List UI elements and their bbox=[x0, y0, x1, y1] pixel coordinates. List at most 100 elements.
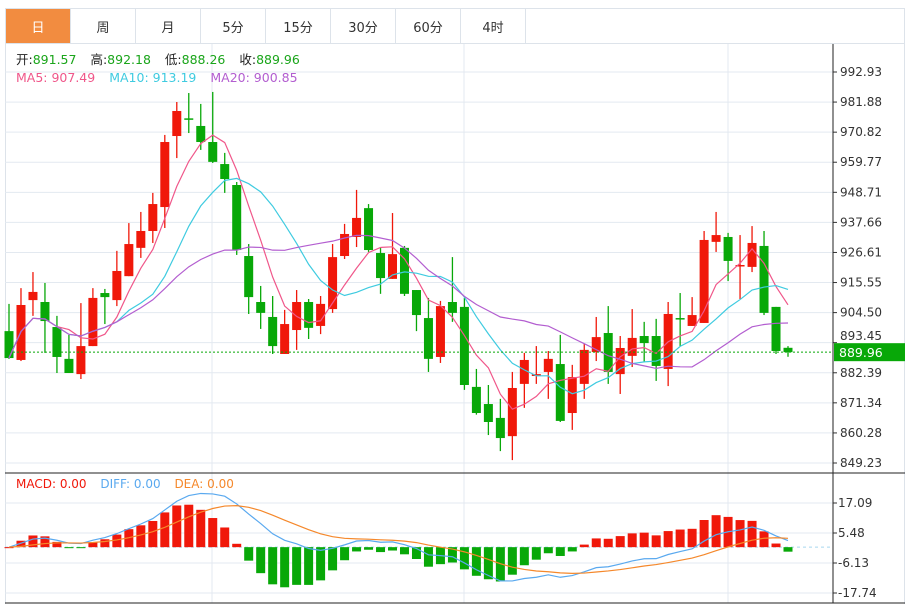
close-value: 889.96 bbox=[256, 52, 300, 67]
candle bbox=[495, 398, 505, 452]
candle bbox=[316, 296, 326, 335]
macd-bar bbox=[244, 547, 254, 561]
ma5-value: MA5: 907.49 bbox=[16, 70, 96, 85]
macd-bar bbox=[543, 547, 553, 554]
tab-week[interactable]: 周 bbox=[71, 9, 136, 43]
candle-body bbox=[471, 386, 481, 414]
candle-body bbox=[675, 318, 685, 320]
macd-tick-label: -6.13 bbox=[838, 556, 869, 570]
macd-bar bbox=[136, 525, 146, 548]
macd-bar bbox=[76, 547, 86, 549]
candle bbox=[627, 309, 637, 368]
macd-bar bbox=[483, 547, 493, 580]
candle-body bbox=[519, 359, 529, 384]
candle-body bbox=[483, 404, 493, 422]
macd-bar bbox=[783, 547, 793, 552]
macd-tick-label: 5.48 bbox=[838, 526, 865, 540]
current-price-badge bbox=[834, 343, 905, 362]
tab-15min[interactable]: 15分 bbox=[266, 9, 331, 43]
candle-body bbox=[100, 293, 110, 298]
price-tick-label: 959.77 bbox=[840, 155, 882, 169]
candle bbox=[208, 91, 218, 163]
candle bbox=[40, 282, 50, 353]
price-tick-label: 970.82 bbox=[840, 125, 882, 139]
candle bbox=[124, 223, 134, 277]
macd-bar bbox=[52, 541, 62, 548]
candle bbox=[687, 297, 697, 326]
macd-bar bbox=[64, 547, 74, 549]
candle bbox=[28, 272, 38, 316]
candle bbox=[376, 247, 386, 294]
price-tick-label: 948.71 bbox=[840, 185, 882, 199]
candle bbox=[531, 346, 541, 384]
candle-body bbox=[268, 316, 278, 347]
candle-body bbox=[316, 303, 326, 326]
candle-body bbox=[579, 349, 589, 384]
macd-bar bbox=[220, 527, 230, 548]
candle-body bbox=[112, 270, 122, 301]
macd-bar bbox=[148, 520, 158, 548]
macd-bar bbox=[699, 520, 709, 548]
candle bbox=[483, 384, 493, 436]
price-tick-label: 882.39 bbox=[840, 366, 882, 380]
candle bbox=[112, 250, 122, 307]
macd-bar bbox=[687, 528, 697, 548]
candle bbox=[160, 134, 170, 228]
candle bbox=[76, 303, 86, 380]
tab-month[interactable]: 月 bbox=[136, 9, 201, 43]
macd-bar bbox=[627, 533, 637, 548]
macd-bar bbox=[280, 547, 290, 588]
candle bbox=[196, 103, 206, 150]
price-tick-label: 981.88 bbox=[840, 95, 882, 109]
candle bbox=[148, 192, 158, 243]
tab-5min[interactable]: 5分 bbox=[201, 9, 266, 43]
candle bbox=[723, 232, 733, 282]
candle bbox=[423, 297, 433, 372]
macd-bar bbox=[352, 547, 362, 552]
macd-bar bbox=[388, 547, 398, 551]
macd-bar bbox=[531, 547, 541, 560]
candle bbox=[268, 296, 278, 354]
ohlc-readout: 开:891.57 高:892.18 低:888.26 收:889.96 bbox=[16, 52, 310, 67]
macd-bar bbox=[567, 547, 577, 552]
candle-body bbox=[76, 346, 86, 375]
candle bbox=[675, 293, 685, 347]
candle-body bbox=[423, 318, 433, 359]
price-tick-label: 871.34 bbox=[840, 396, 882, 410]
dea-value: DEA: 0.00 bbox=[174, 477, 234, 491]
macd-bar bbox=[208, 518, 218, 548]
macd-bar bbox=[771, 543, 781, 548]
candle bbox=[639, 321, 649, 363]
tab-day[interactable]: 日 bbox=[6, 9, 71, 43]
candle-body bbox=[447, 302, 457, 313]
candle-body bbox=[52, 327, 62, 357]
candle-body bbox=[543, 358, 553, 372]
candle-body bbox=[376, 253, 386, 279]
macd-bar bbox=[591, 538, 601, 548]
low-label: 低: bbox=[164, 52, 182, 67]
candle-body bbox=[591, 337, 601, 353]
candle-body bbox=[220, 164, 230, 180]
macd-bar bbox=[340, 547, 350, 561]
macd-bar bbox=[40, 536, 50, 548]
candle bbox=[340, 223, 350, 260]
candle-body bbox=[651, 336, 661, 366]
candle-body bbox=[771, 306, 781, 351]
candle-body bbox=[280, 324, 290, 354]
macd-bar bbox=[603, 538, 613, 548]
candle bbox=[280, 309, 290, 354]
tab-60min[interactable]: 60分 bbox=[396, 9, 461, 43]
tab-30min[interactable]: 30分 bbox=[331, 9, 396, 43]
macd-bar bbox=[639, 532, 649, 548]
candle bbox=[591, 316, 601, 362]
candle bbox=[388, 213, 398, 279]
macd-bar bbox=[88, 542, 98, 548]
candle bbox=[352, 189, 362, 248]
macd-bar bbox=[256, 547, 266, 574]
tab-4hour[interactable]: 4时 bbox=[461, 9, 526, 43]
macd-bar bbox=[304, 547, 314, 585]
candle-body bbox=[699, 239, 709, 323]
macd-tick-label: 17.09 bbox=[838, 496, 872, 510]
current-price-label: 889.96 bbox=[839, 345, 883, 360]
